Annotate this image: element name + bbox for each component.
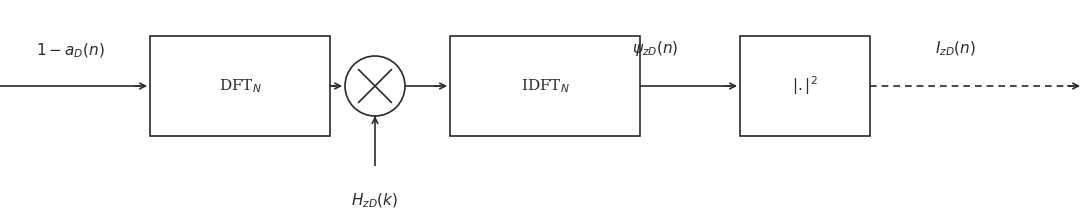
Text: DFT$_N$: DFT$_N$ bbox=[219, 77, 261, 95]
Text: $\psi_{zD}(n)$: $\psi_{zD}(n)$ bbox=[631, 40, 678, 59]
Text: $I_{zD}(n)$: $I_{zD}(n)$ bbox=[935, 40, 976, 58]
Bar bbox=[740, 36, 870, 136]
Text: IDFT$_N$: IDFT$_N$ bbox=[521, 77, 570, 95]
Text: $H_{zD}(k)$: $H_{zD}(k)$ bbox=[352, 192, 399, 210]
Text: $|.|^2$: $|.|^2$ bbox=[792, 75, 818, 97]
Bar bbox=[151, 36, 330, 136]
Bar bbox=[451, 36, 640, 136]
Text: $1 - a_D(n)$: $1 - a_D(n)$ bbox=[36, 42, 104, 60]
Circle shape bbox=[345, 56, 405, 116]
